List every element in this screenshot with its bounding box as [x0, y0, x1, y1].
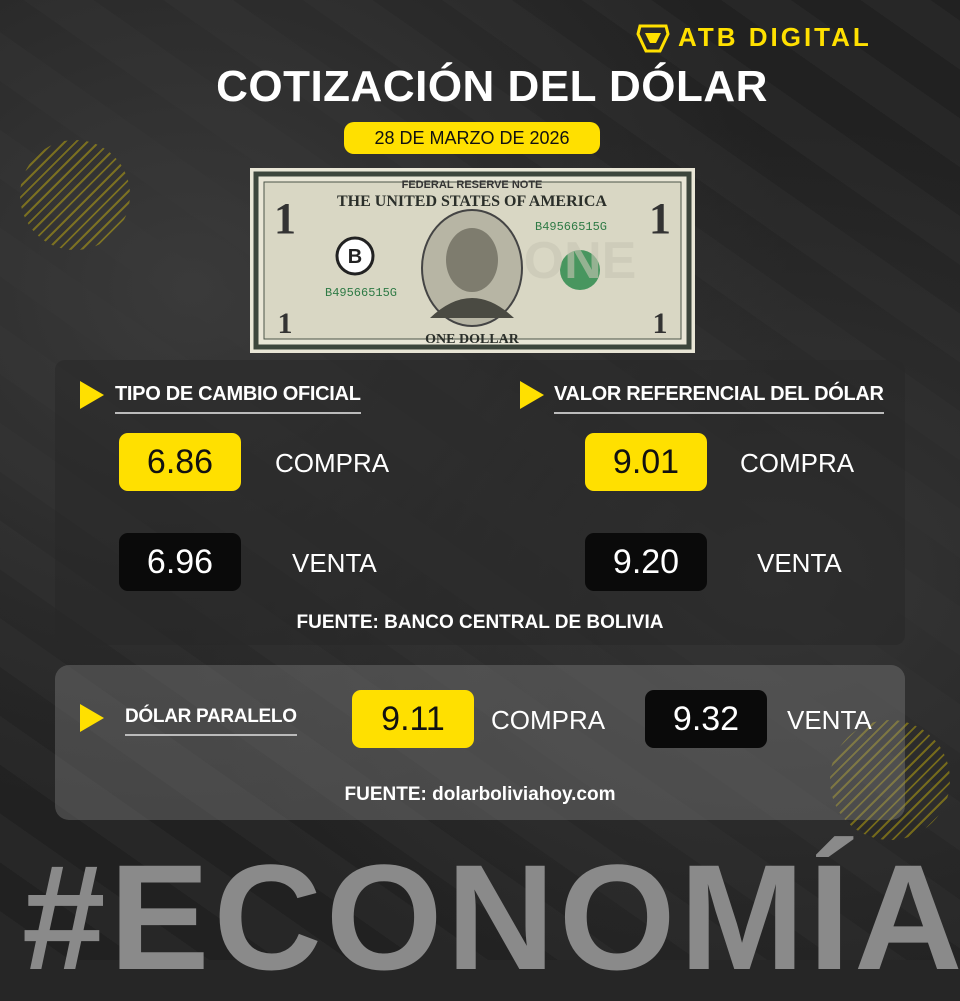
- svg-text:ONE: ONE: [524, 232, 637, 290]
- referencial-compra-label: COMPRA: [740, 448, 855, 478]
- svg-text:THE UNITED STATES OF AMERICA: THE UNITED STATES OF AMERICA: [337, 193, 607, 210]
- referencial-compra-value: 9.01: [585, 433, 707, 491]
- page-title: COTIZACIÓN DEL DÓLAR: [216, 62, 768, 111]
- official-venta-label: VENTA: [292, 548, 377, 578]
- dollar-bill-image: FEDERAL RESERVE NOTE THE UNITED STATES O…: [250, 168, 695, 353]
- triangle-bullet-icon: [80, 704, 104, 732]
- svg-text:B49566515G: B49566515G: [535, 220, 607, 234]
- paralelo-heading: DÓLAR PARALELO: [125, 706, 297, 736]
- triangle-bullet-icon: [520, 381, 544, 409]
- svg-text:1: 1: [278, 307, 293, 340]
- official-rates-panel: [55, 360, 905, 645]
- svg-text:1: 1: [274, 194, 296, 243]
- official-compra-label: COMPRA: [275, 448, 390, 478]
- referencial-heading: VALOR REFERENCIAL DEL DÓLAR: [554, 383, 884, 414]
- decor-dots: [830, 720, 950, 840]
- triangle-bullet-icon: [80, 381, 104, 409]
- referencial-venta-value: 9.20: [585, 533, 707, 591]
- official-venta-value: 6.96: [119, 533, 241, 591]
- paralelo-compra-label: COMPRA: [491, 705, 606, 735]
- brand-name: ATB DIGITAL: [678, 22, 872, 52]
- paralelo-compra-value: 9.11: [352, 690, 474, 748]
- svg-text:1: 1: [649, 194, 671, 243]
- referencial-venta-label: VENTA: [757, 548, 842, 578]
- paralelo-venta-label: VENTA: [787, 705, 872, 735]
- svg-text:ONE DOLLAR: ONE DOLLAR: [425, 332, 520, 347]
- svg-text:FEDERAL RESERVE NOTE: FEDERAL RESERVE NOTE: [402, 179, 543, 191]
- svg-text:B49566515G: B49566515G: [325, 286, 397, 300]
- svg-text:B: B: [348, 246, 362, 268]
- official-compra-value: 6.86: [119, 433, 241, 491]
- decor-dots: [20, 140, 130, 250]
- source-bcb: FUENTE: BANCO CENTRAL DE BOLIVIA: [296, 612, 664, 633]
- source-paralelo: FUENTE: dolarboliviahoy.com: [344, 784, 616, 805]
- paralelo-venta-value: 9.32: [645, 690, 767, 748]
- hashtag-economia: #ECONOMÍA: [22, 833, 960, 1001]
- date-badge: 28 DE MARZO DE 2026: [344, 122, 600, 154]
- svg-text:1: 1: [653, 307, 668, 340]
- atb-logo-icon: [636, 24, 670, 52]
- brand-logo: ATB DIGITAL: [636, 22, 872, 53]
- official-heading: TIPO DE CAMBIO OFICIAL: [115, 383, 361, 414]
